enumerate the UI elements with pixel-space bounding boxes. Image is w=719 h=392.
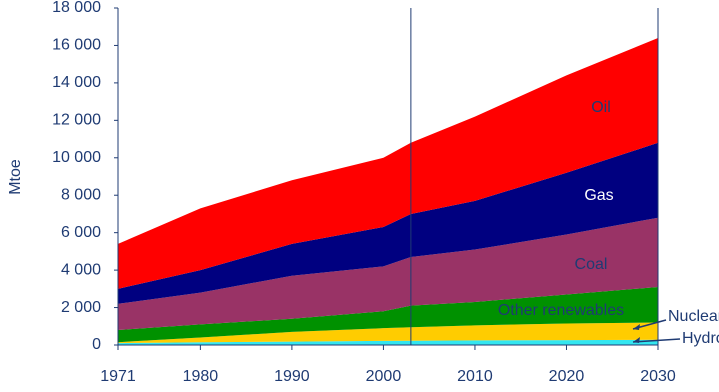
y-tick-label: 12 000 bbox=[52, 112, 101, 129]
arrow-head bbox=[633, 337, 640, 343]
y-tick-label: 0 bbox=[92, 336, 101, 353]
area bbox=[118, 37, 658, 289]
x-tick-label: 2030 bbox=[640, 368, 676, 385]
area bbox=[118, 322, 658, 344]
area bbox=[118, 217, 658, 331]
y-tick-label: 6 000 bbox=[61, 224, 101, 241]
y-axis-title: Mtoe bbox=[7, 159, 24, 195]
series-label: Oil bbox=[591, 99, 611, 116]
x-tick-label: 2020 bbox=[549, 368, 585, 385]
x-tick-label: 1971 bbox=[100, 368, 136, 385]
y-tick-label: 2 000 bbox=[61, 299, 101, 316]
y-tick-label: 14 000 bbox=[52, 74, 101, 91]
series-label: Nuclear bbox=[668, 308, 719, 325]
x-tick-label: 2010 bbox=[457, 368, 493, 385]
x-tick-label: 2000 bbox=[366, 368, 402, 385]
series-label: Coal bbox=[575, 256, 608, 273]
area bbox=[118, 286, 658, 343]
x-tick-label: 1980 bbox=[183, 368, 219, 385]
y-tick-label: 16 000 bbox=[52, 37, 101, 54]
y-tick-label: 8 000 bbox=[61, 186, 101, 203]
x-tick-label: 1990 bbox=[274, 368, 310, 385]
arrow-head bbox=[633, 324, 640, 330]
series-label: Hydro bbox=[682, 330, 719, 347]
label-arrow bbox=[632, 338, 681, 343]
y-tick-label: 10 000 bbox=[52, 149, 101, 166]
y-tick-label: 18 000 bbox=[52, 0, 101, 16]
y-tick-label: 4 000 bbox=[61, 261, 101, 278]
area bbox=[118, 339, 658, 345]
series-label: Gas bbox=[584, 187, 613, 204]
area bbox=[118, 142, 658, 304]
series-label: Other renewables bbox=[498, 302, 624, 319]
